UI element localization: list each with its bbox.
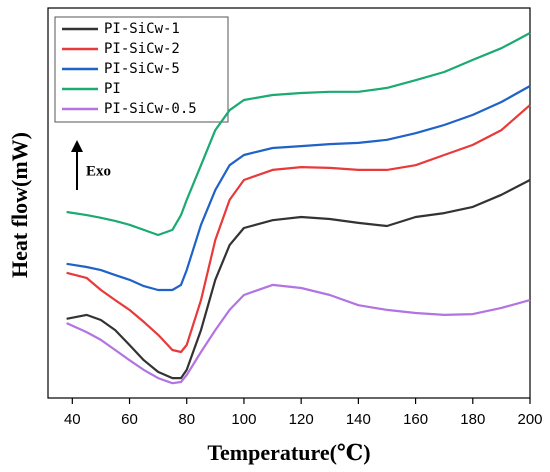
x-tick-label: 80	[178, 411, 195, 428]
legend-label: PI-SiCw-1	[104, 21, 180, 37]
x-tick-label: 200	[517, 411, 542, 428]
data-line	[66, 32, 531, 237]
plot-frame	[47, 7, 531, 399]
legend-label: PI-SiCw-5	[104, 61, 180, 77]
data-line	[66, 85, 531, 292]
x-tick-label: 60	[121, 411, 138, 428]
x-tick-label: 160	[403, 411, 428, 428]
x-tick-label: 140	[346, 411, 371, 428]
x-tick-label: 120	[289, 411, 314, 428]
x-tick-label: 180	[460, 411, 485, 428]
legend-label: PI	[104, 81, 121, 97]
y-axis-label: Heat flow(mW)	[7, 132, 32, 278]
legend-label: PI-SiCw-2	[104, 41, 180, 57]
x-tick-label: 40	[64, 411, 81, 428]
data-line	[66, 179, 531, 380]
x-axis-label: Temperature(℃)	[207, 440, 370, 465]
data-line	[66, 283, 531, 385]
x-tick-label: 100	[231, 411, 256, 428]
exo-arrowhead	[71, 140, 83, 152]
legend-label: PI-SiCw-0.5	[104, 101, 197, 117]
annotation: Exo	[86, 163, 111, 179]
data-line	[66, 104, 531, 354]
